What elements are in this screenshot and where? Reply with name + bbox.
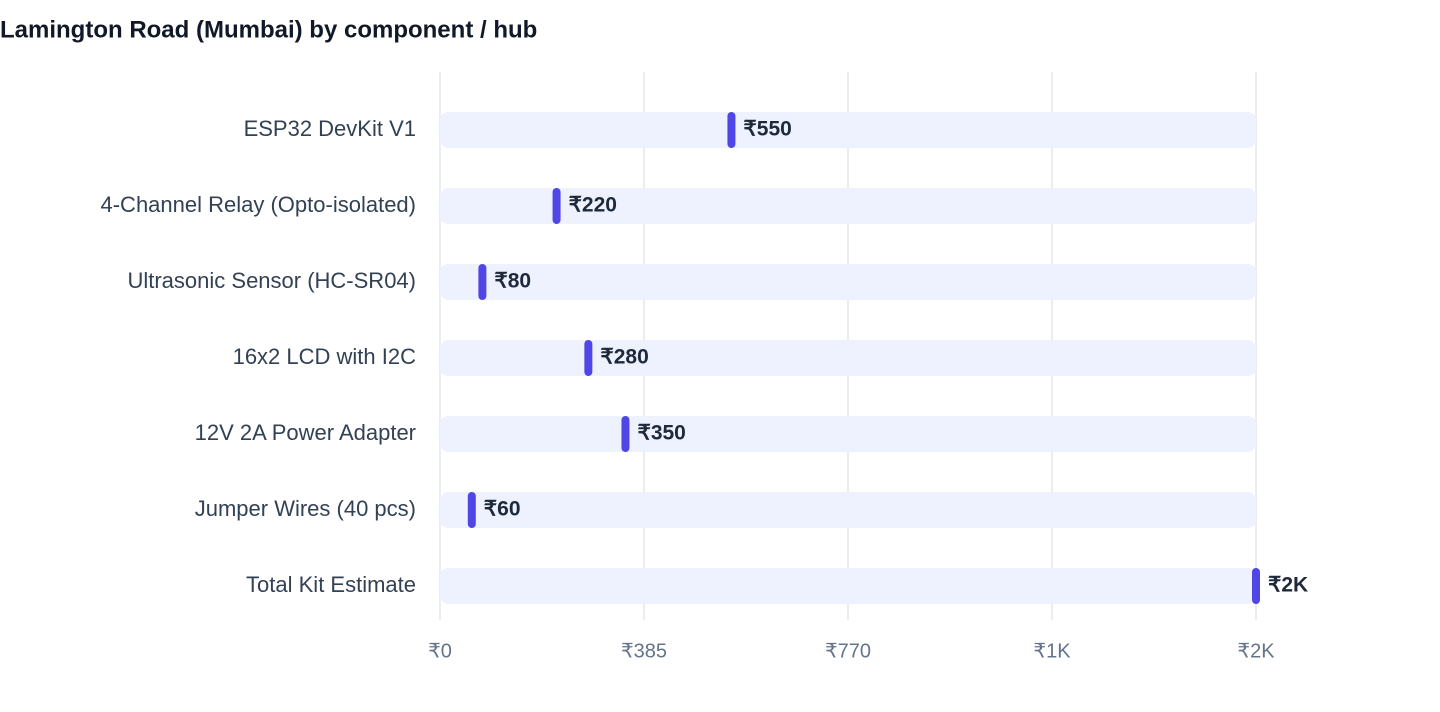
x-tick-label: ₹770 <box>825 640 871 662</box>
value-label: ₹550 <box>743 118 791 141</box>
x-tick-label: ₹2K <box>1237 640 1275 662</box>
y-tick-label: Ultrasonic Sensor (HC-SR04) <box>127 268 416 293</box>
bar-marker <box>727 112 736 148</box>
x-tick-label: ₹1K <box>1033 640 1071 662</box>
value-label: ₹60 <box>484 498 521 521</box>
track <box>440 264 1256 300</box>
bar-marker <box>478 264 487 300</box>
value-label: ₹220 <box>569 194 617 217</box>
y-tick-label: ESP32 DevKit V1 <box>244 116 416 141</box>
bar-marker <box>1252 568 1260 604</box>
value-label: ₹2K <box>1268 574 1308 597</box>
bar-marker <box>467 492 476 528</box>
value-label: ₹80 <box>494 270 531 293</box>
bar-marker <box>584 340 593 376</box>
value-label: ₹280 <box>600 346 648 369</box>
track <box>440 112 1256 148</box>
y-tick-label: 16x2 LCD with I2C <box>233 344 417 369</box>
y-tick-label: 12V 2A Power Adapter <box>195 420 416 445</box>
value-label: ₹350 <box>637 422 685 445</box>
x-tick-label: ₹385 <box>621 640 667 662</box>
bar-marker <box>552 188 561 224</box>
track <box>440 416 1256 452</box>
track <box>440 568 1256 604</box>
y-tick-label: Jumper Wires (40 pcs) <box>195 496 416 521</box>
bar-marker <box>621 416 630 452</box>
x-tick-label: ₹0 <box>428 640 452 662</box>
track <box>440 492 1256 528</box>
y-tick-label: Total Kit Estimate <box>246 572 416 597</box>
chart-title: Lamington Road (Mumbai) by component / h… <box>0 16 537 43</box>
track <box>440 188 1256 224</box>
y-tick-label: 4-Channel Relay (Opto-isolated) <box>101 192 417 217</box>
track <box>440 340 1256 376</box>
